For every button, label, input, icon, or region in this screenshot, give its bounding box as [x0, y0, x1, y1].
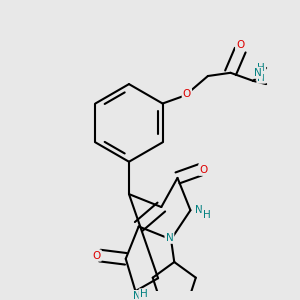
Text: N: N [195, 205, 203, 215]
Text: O: O [199, 165, 208, 175]
Text: N: N [254, 68, 262, 78]
Text: N: N [133, 291, 141, 300]
Text: H: H [257, 73, 265, 82]
Text: N: N [166, 233, 173, 243]
Text: O: O [92, 250, 101, 261]
Text: H: H [203, 210, 211, 220]
Text: O: O [236, 40, 244, 50]
Text: H: H [257, 63, 265, 73]
Text: O: O [183, 89, 191, 99]
Text: H: H [140, 290, 147, 299]
